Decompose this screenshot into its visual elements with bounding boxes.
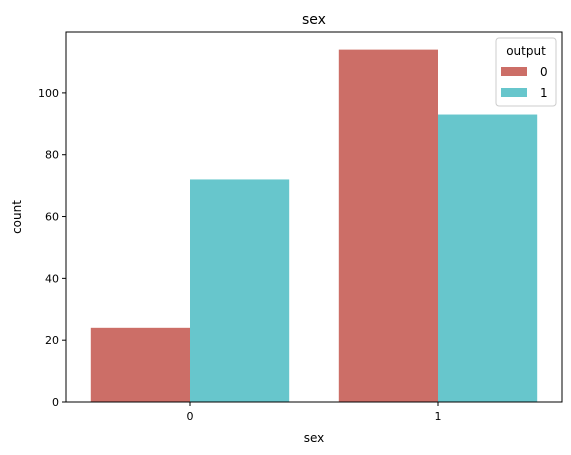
y-tick-label: 60	[45, 211, 59, 224]
x-tick-label: 1	[435, 410, 442, 423]
legend-entry-1: 1	[540, 86, 548, 100]
bar-series-1-cat-0	[190, 179, 290, 402]
y-tick-label: 0	[52, 396, 59, 409]
bar-series-1-cat-1	[438, 114, 538, 403]
legend: output 0 1	[495, 37, 557, 107]
y-tick-label: 20	[45, 334, 59, 347]
bar-series-0-cat-1	[338, 49, 438, 402]
y-tick-label: 80	[45, 149, 59, 162]
y-axis: 0 20 40 60 80 100	[38, 87, 66, 409]
y-tick-label: 40	[45, 272, 59, 285]
bars	[90, 49, 538, 403]
legend-swatch-0	[501, 67, 527, 76]
bar-series-0-cat-0	[90, 327, 190, 402]
legend-title: output	[506, 44, 546, 58]
legend-swatch-1	[501, 88, 527, 97]
y-tick-label: 100	[38, 87, 59, 100]
legend-entry-0: 0	[540, 65, 548, 79]
x-tick-label: 0	[187, 410, 194, 423]
chart-title: sex	[302, 12, 326, 28]
y-axis-label: count	[10, 200, 24, 234]
x-axis-label: sex	[304, 431, 325, 445]
